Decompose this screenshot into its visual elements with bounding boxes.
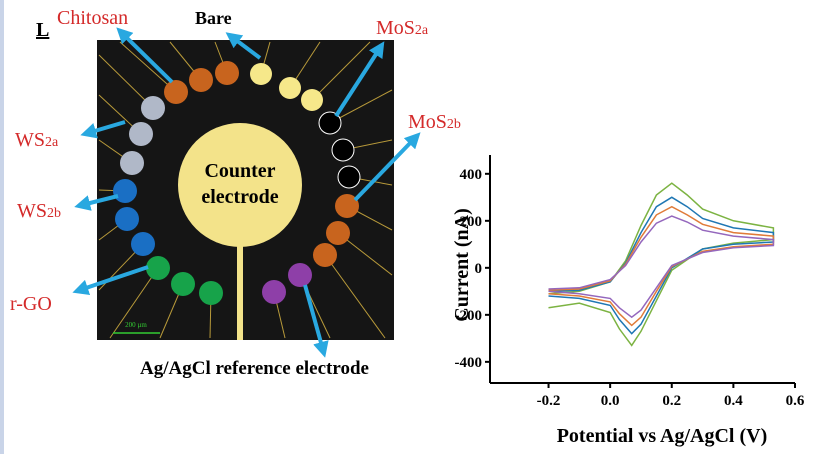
x-tick-label: 0.0 — [601, 393, 620, 409]
label-text: MoS — [408, 111, 447, 133]
y-tick-label: 200 — [460, 214, 483, 230]
x-tick-label: 0.2 — [662, 393, 681, 409]
label-text: MoS — [376, 17, 415, 39]
y-tick-label: 400 — [460, 167, 483, 183]
x-tick-label: 0.6 — [786, 393, 805, 409]
label-sub: 2a — [45, 135, 59, 150]
x-tick-label: 0.4 — [724, 393, 743, 409]
panel-label: L — [36, 19, 49, 41]
x-axis-label: Potential vs Ag/AgCl (V) — [557, 425, 768, 447]
y-tick-label: -400 — [455, 355, 483, 371]
counter-electrode — [178, 123, 302, 247]
label-rgo: r-GO — [10, 293, 52, 315]
label-bare: Bare — [195, 8, 232, 28]
label-sub: 2b — [47, 206, 61, 221]
left-border — [0, 0, 4, 454]
y-tick-label: 0 — [475, 261, 483, 277]
label-sub: 2a — [415, 23, 429, 38]
label-chitosan: Chitosan — [57, 7, 128, 29]
counter-label: electrode — [201, 186, 278, 208]
label-sub: 2b — [447, 117, 461, 132]
x-tick-label: -0.2 — [537, 393, 561, 409]
label-text: WS — [15, 129, 45, 151]
label-text: WS — [17, 200, 47, 222]
figure: Counter electrode 200 µm L Chitosan Bare… — [0, 0, 820, 454]
counter-label: Counter — [204, 160, 275, 182]
scale-text: 200 µm — [125, 321, 147, 329]
y-tick-label: -200 — [455, 308, 483, 324]
label-reference: Ag/AgCl reference electrode — [140, 358, 369, 379]
